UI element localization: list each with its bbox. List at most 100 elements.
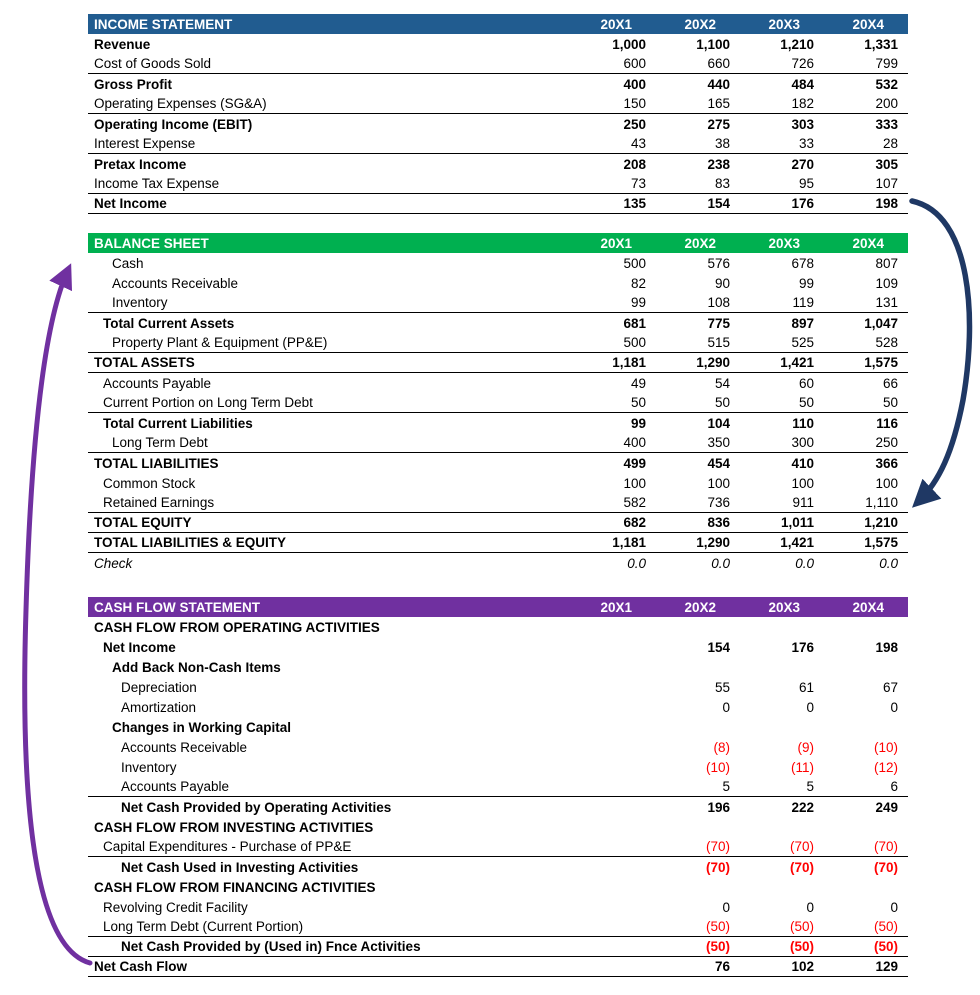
row-label: Cost of Goods Sold [94,56,212,71]
row-label: Property Plant & Equipment (PP&E) [112,335,328,350]
cell-value: 576 [707,255,730,271]
cell-value: (50) [873,919,898,934]
cell-value: (50) [789,919,814,934]
table-row: Long Term Debt (Current Portion) (50) (50)… [88,917,908,937]
cell-value: 83 [714,176,730,191]
cell-value: 897 [791,315,814,331]
table-row: Check 0.0 0.0 0.0 0.0 [88,553,908,573]
cell-value: 1,575 [864,535,898,550]
cell-value: (70) [789,839,814,854]
row-label: CASH FLOW FROM OPERATING ACTIVITIES [94,619,380,635]
cell-value: 154 [707,196,730,211]
table-row: Property Plant & Equipment (PP&E) 500 515 5… [88,333,908,353]
table-row: Interest Expense 43 38 33 28 [88,134,908,154]
cell-value: 135 [623,196,646,211]
row-label: Net Cash Provided by Operating Activitie… [121,799,392,815]
table-row: Accounts Payable 5 5 6 [88,777,908,797]
cell-value: 300 [791,435,814,450]
cell-value: 95 [798,176,814,191]
cell-value: 50 [714,395,730,410]
cell-value: 102 [791,959,814,974]
row-label: TOTAL LIABILITIES [94,455,219,471]
row-label: Gross Profit [94,76,173,92]
cell-value: 1,421 [780,355,814,370]
cell-value: 440 [707,76,730,92]
cell-value: 515 [707,335,730,350]
cell-value: 500 [623,255,646,271]
cell-value: 400 [623,76,646,92]
column-header: 20X1 [600,235,632,251]
row-label: Net Cash Provided by (Used in) Fnce Acti… [121,939,421,954]
cash-flow-statement-title: CASH FLOW STATEMENT [94,599,260,615]
cell-value: 0.0 [627,555,646,571]
cell-value: 33 [798,136,814,151]
row-label: Changes in Working Capital [112,719,292,735]
column-header: 20X3 [768,599,800,615]
table-row: Accounts Receivable (8) (9) (10) [88,737,908,757]
cell-value: 99 [630,415,646,431]
net-cash-flow-to-cash-arrow [22,263,93,966]
cell-value: 150 [623,96,646,111]
cell-value: 366 [875,455,898,471]
table-row: Revenue 1,000 1,100 1,210 1,331 [88,34,908,54]
cell-value: 116 [876,415,898,431]
table-row: Inventory 99 108 119 131 [88,293,908,313]
cell-value: 1,290 [696,535,730,550]
cell-value: 1,210 [780,36,814,52]
cell-value: (70) [873,839,898,854]
cell-value: 1,110 [865,495,898,510]
cell-value: (50) [873,939,898,954]
cash-flow-statement-table: CASH FLOW STATEMENT 20X1 20X2 20X3 20X4 CASH … [88,597,908,977]
row-label: Operating Income (EBIT) [94,116,253,132]
table-row: Operating Expenses (SG&A) 150 165 182 200 [88,94,908,114]
table-row: Cash 500 576 678 807 [88,253,908,273]
cell-value: 55 [714,679,730,695]
cell-value: 454 [707,455,730,471]
cell-value: 110 [792,415,814,431]
table-row: Depreciation 55 61 67 [88,677,908,697]
cell-value: 238 [707,156,730,172]
table-row: Current Portion on Long Term Debt 50 50 50 5… [88,393,908,413]
table-row: Net Cash Used in Investing Activities (70… [88,857,908,877]
table-row: Operating Income (EBIT) 250 275 303 333 [88,114,908,134]
cell-value: 484 [791,76,814,92]
row-label: Revolving Credit Facility [103,899,248,915]
table-row: TOTAL ASSETS 1,181 1,290 1,421 1,575 [88,353,908,373]
cell-value: (70) [873,859,898,875]
table-row: Net Income 154 176 198 [88,637,908,657]
cell-value: 525 [791,335,814,350]
cell-value: 1,575 [864,355,898,370]
cell-value: 131 [875,295,898,310]
row-label: Pretax Income [94,156,187,172]
cell-value: 528 [875,335,898,350]
cell-value: 350 [707,435,730,450]
row-label: Retained Earnings [103,495,215,510]
row-label: Accounts Payable [103,375,212,391]
table-row: Net Cash Provided by Operating Activitie… [88,797,908,817]
row-label: Accounts Receivable [112,275,239,291]
cell-value: 99 [798,275,814,291]
cell-value: 775 [707,315,730,331]
row-label: Total Current Assets [103,315,235,331]
cell-value: 0 [890,899,898,915]
cell-value: 119 [792,295,814,310]
cell-value: 660 [707,56,730,71]
table-row: Net Cash Provided by (Used in) Fnce Acti… [88,937,908,957]
row-label: Interest Expense [94,136,196,151]
cell-value: 76 [714,959,730,974]
cell-value: 0 [806,899,814,915]
row-label: Cash [112,255,144,271]
cell-value: 1,047 [864,315,898,331]
row-label: Operating Expenses (SG&A) [94,96,267,111]
column-header: 20X4 [852,235,884,251]
cell-value: 5 [806,779,814,794]
row-label: CASH FLOW FROM FINANCING ACTIVITIES [94,879,376,895]
cell-value: 208 [623,156,646,172]
cell-value: 38 [714,136,730,151]
row-label: Current Portion on Long Term Debt [103,395,313,410]
balance-sheet-header: BALANCE SHEET 20X1 20X2 20X3 20X4 [88,233,908,253]
cell-value: 736 [707,495,730,510]
column-header: 20X2 [684,16,716,32]
cell-value: 100 [791,475,814,491]
